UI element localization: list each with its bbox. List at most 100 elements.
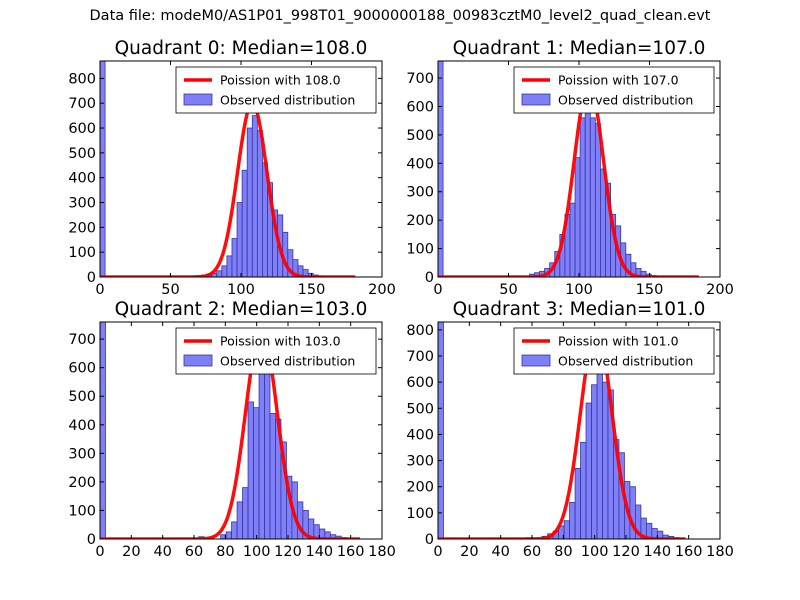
x-tick-label: 50: [161, 282, 179, 298]
legend-bar-swatch: [183, 93, 213, 106]
legend-line-label: Poission with 103.0: [220, 334, 341, 349]
y-tick-label: 700: [406, 71, 434, 87]
y-tick-label: 100: [68, 245, 96, 261]
x-tick-label: 150: [636, 282, 664, 298]
histogram-bar: [600, 168, 606, 277]
x-tick-label: 40: [153, 544, 171, 560]
x-tick-label: 140: [643, 544, 671, 560]
histogram-bar: [579, 117, 586, 277]
y-tick-label: 700: [68, 96, 96, 112]
y-tick-label: 200: [68, 475, 96, 491]
y-tick-label: 0: [87, 532, 96, 548]
histogram-bar: [589, 117, 596, 277]
x-tick-label: 150: [298, 282, 326, 298]
subplot-quadrant-0: 0 50 100 150 200 0 100 200 300 400 500 600 700 800 Qua…: [68, 38, 396, 298]
histogram-bar: [269, 412, 276, 539]
y-tick-label: 600: [68, 361, 96, 377]
y-tick-label: 800: [406, 323, 434, 339]
y-tick-label: 200: [406, 480, 434, 496]
histogram-bar: [221, 265, 228, 277]
y-tick-label: 0: [87, 270, 96, 286]
y-tick-label: 700: [68, 332, 96, 348]
histogram-bar: [569, 501, 576, 539]
x-tick-label: 100: [581, 544, 609, 560]
legend-bar-label: Observed distribution: [220, 354, 355, 369]
subplot-quadrant-3: 0 20 40 60 80 100 120 140 160 1800100200300400500…: [406, 299, 734, 560]
legend-line-label: Poission with 101.0: [558, 334, 679, 349]
y-tick-label: 400: [68, 418, 96, 434]
histogram-bar: [574, 468, 581, 539]
legend: Poission with 108.0 Observed distribution: [175, 66, 377, 114]
histogram-bar: [591, 384, 598, 539]
histogram-bar: [585, 402, 592, 539]
x-tick-label: 160: [675, 544, 703, 560]
x-tick-label: 120: [612, 544, 640, 560]
x-tick-label: 0: [433, 544, 442, 560]
y-tick-label: 0: [425, 532, 434, 548]
poisson-curve: [438, 328, 687, 539]
histogram-bar: [438, 322, 444, 539]
y-tick-label: 400: [68, 171, 96, 187]
legend-bar-label: Observed distribution: [558, 354, 693, 369]
plot-area: [438, 61, 700, 277]
histogram-bar: [225, 531, 232, 539]
x-tick-label: 180: [368, 544, 396, 560]
histogram-bar: [236, 202, 243, 277]
legend-line-label: Poission with 107.0: [558, 73, 679, 88]
y-tick-label: 500: [68, 389, 96, 405]
histogram-bar: [256, 130, 263, 277]
legend: Poission with 101.0 Observed distribution: [513, 327, 715, 375]
axes-frame: [99, 321, 383, 540]
histogram-bar: [241, 169, 248, 277]
figure-suptitle: Data file: modeM0/AS1P01_998T01_90000001…: [89, 8, 711, 24]
plot-area: [438, 322, 687, 539]
y-tick-label: 100: [406, 506, 434, 522]
x-tick-label: 80: [554, 544, 572, 560]
legend-bar-label: Observed distribution: [558, 93, 693, 108]
legend: Poission with 103.0 Observed distribution: [175, 327, 377, 375]
y-tick-label: 600: [406, 99, 434, 115]
x-tick-label: 60: [185, 544, 203, 560]
histogram-bar: [231, 521, 238, 539]
y-tick-label: 600: [406, 375, 434, 391]
histogram-bar: [216, 270, 223, 277]
y-tick-label: 200: [68, 220, 96, 236]
y-tick-label: 300: [406, 454, 434, 470]
poisson-curve: [100, 101, 357, 277]
x-tick-label: 20: [460, 544, 478, 560]
y-tick-label: 100: [68, 503, 96, 519]
x-tick-label: 60: [523, 544, 541, 560]
x-tick-label: 160: [337, 544, 365, 560]
y-tick-label: 500: [406, 128, 434, 144]
legend-bar-label: Observed distribution: [220, 93, 355, 108]
histogram-bar: [253, 407, 260, 539]
histogram-bar: [574, 157, 581, 277]
histogram-bar: [226, 255, 233, 277]
legend-bar-swatch: [521, 93, 551, 106]
x-tick-label: 20: [122, 544, 140, 560]
y-tick-label: 800: [68, 71, 96, 87]
histogram-bar: [563, 520, 570, 539]
legend-line-label: Poission with 108.0: [220, 73, 341, 88]
subplot-quadrant-2: 0 20 40 60 80 100 120 140 160 1800100200300400500…: [68, 299, 396, 560]
histogram-bar: [246, 127, 253, 277]
x-tick-label: 0: [95, 282, 104, 298]
x-tick-label: 200: [368, 282, 396, 298]
histogram-bar: [242, 487, 249, 539]
subplot-title: Quadrant 2: Median=103.0: [115, 299, 368, 320]
subplot-title: Quadrant 3: Median=101.0: [453, 299, 706, 320]
x-tick-label: 140: [305, 544, 333, 560]
legend-bar-swatch: [183, 354, 213, 367]
histogram-bar: [100, 322, 106, 539]
axes-frame: [437, 321, 721, 540]
x-tick-label: 50: [499, 282, 517, 298]
histogram-bar: [594, 123, 601, 277]
histogram-bar: [231, 238, 238, 277]
x-tick-label: 100: [227, 282, 255, 298]
x-tick-label: 0: [433, 282, 442, 298]
subplot-quadrant-1: 0 50 100 150 200 0 100 200 300 400 500 600 700 Quadra…: [406, 38, 734, 298]
histogram-bar: [251, 115, 258, 277]
histogram-bar: [100, 61, 106, 277]
y-tick-label: 300: [68, 446, 96, 462]
